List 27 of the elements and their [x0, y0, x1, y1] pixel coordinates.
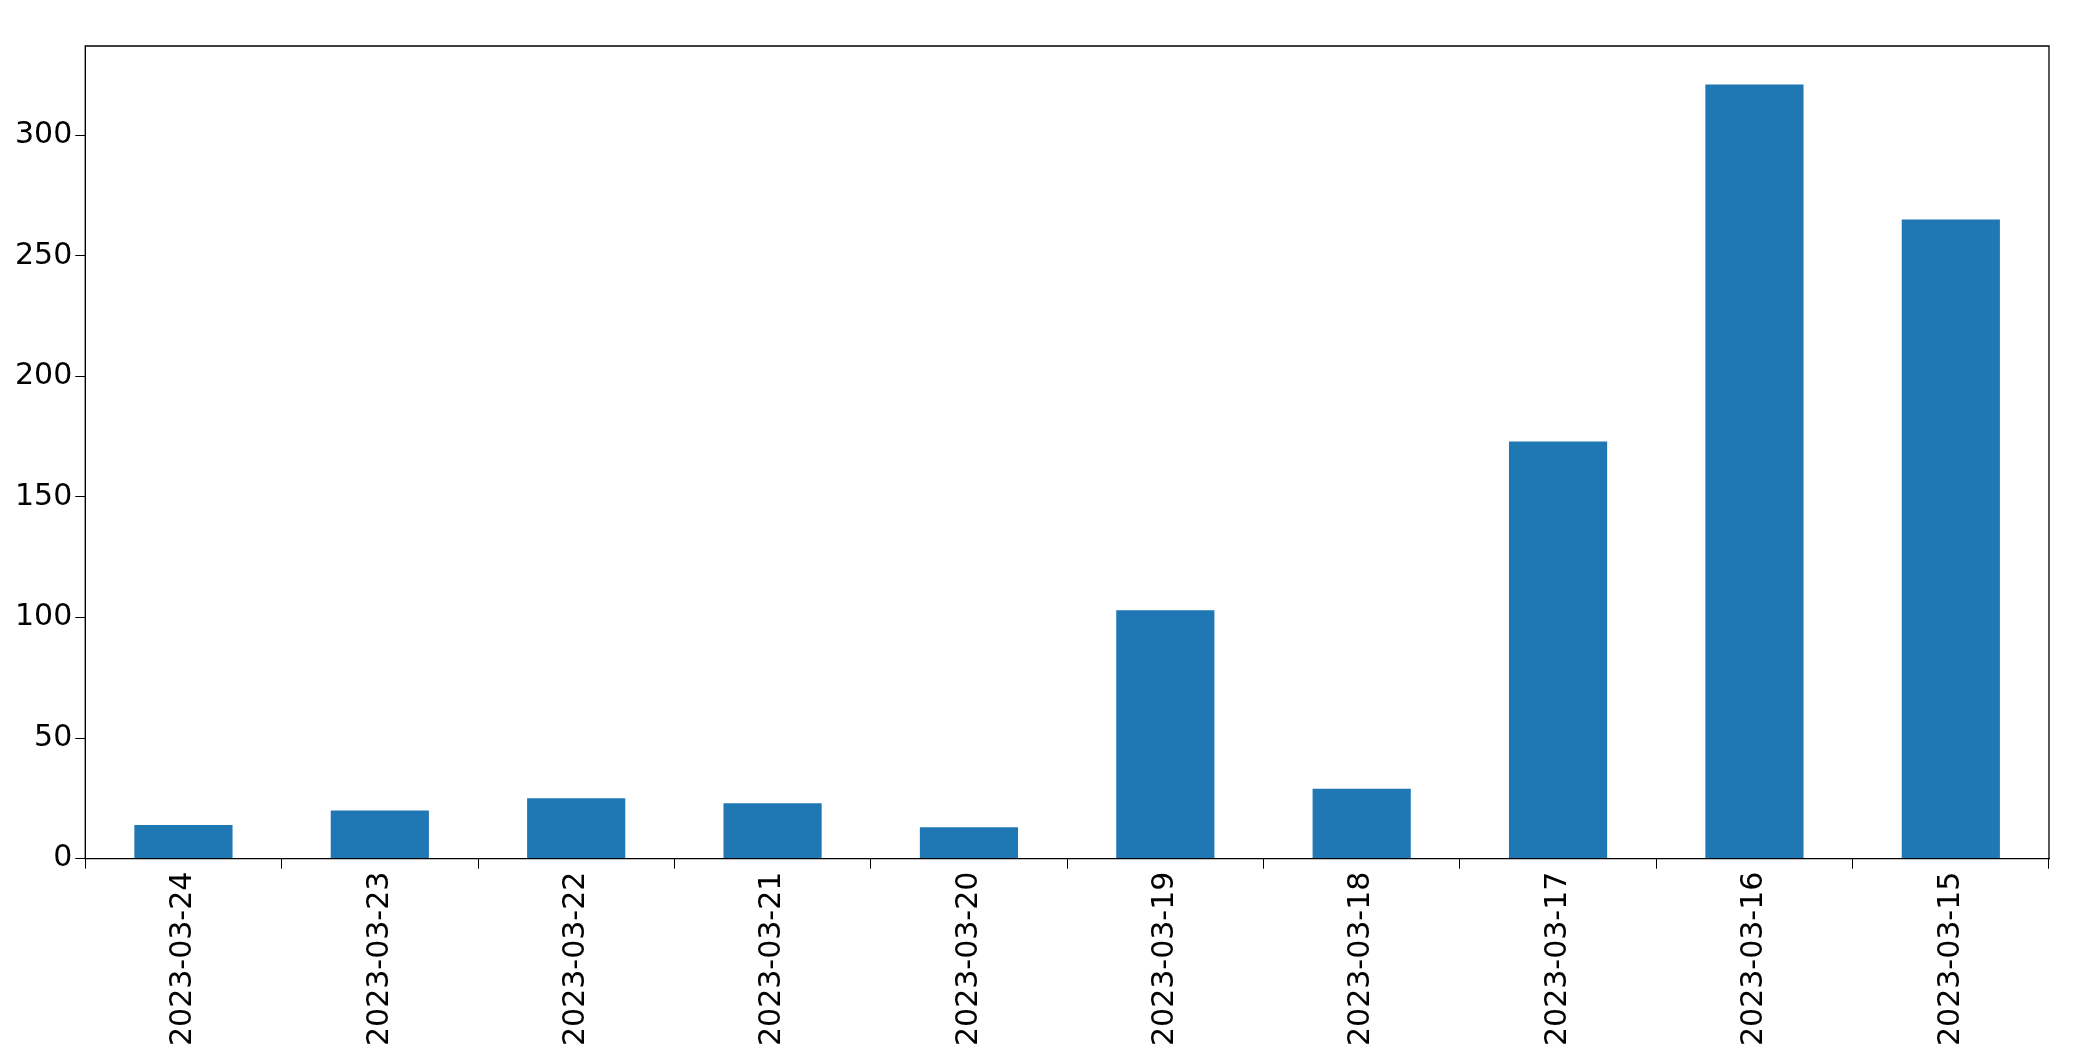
- bar: [723, 803, 822, 859]
- x-tick-label: 2023-03-19: [1145, 871, 1181, 1047]
- x-tick-label: 2023-03-23: [359, 871, 395, 1047]
- x-tick-label: 2023-03-21: [752, 871, 788, 1047]
- x-tick-label: 2023-03-24: [163, 871, 199, 1047]
- bar: [1705, 84, 1804, 859]
- y-tick-label: 0: [53, 838, 73, 874]
- y-tick-label: 250: [15, 235, 73, 271]
- bar: [919, 827, 1019, 859]
- bar: [1116, 610, 1215, 859]
- x-tick-label: 2023-03-20: [948, 871, 984, 1047]
- x-tick-label: 2023-03-16: [1734, 871, 1770, 1047]
- bar: [1312, 788, 1411, 859]
- y-tick-label: 200: [15, 356, 73, 392]
- y-tick-label: 150: [15, 476, 73, 512]
- y-tick-label: 100: [15, 597, 73, 633]
- bar: [527, 798, 626, 859]
- bar: [134, 824, 233, 859]
- x-tick-label: 2023-03-17: [1537, 871, 1573, 1047]
- bar: [330, 810, 429, 859]
- y-tick-label: 300: [15, 115, 73, 151]
- y-tick-label: 50: [34, 717, 73, 753]
- bar: [1508, 441, 1608, 859]
- x-tick-label: 2023-03-18: [1341, 871, 1377, 1047]
- bar: [1901, 219, 2000, 859]
- x-tick-label: 2023-03-15: [1930, 871, 1966, 1047]
- x-tick-label: 2023-03-22: [555, 871, 591, 1047]
